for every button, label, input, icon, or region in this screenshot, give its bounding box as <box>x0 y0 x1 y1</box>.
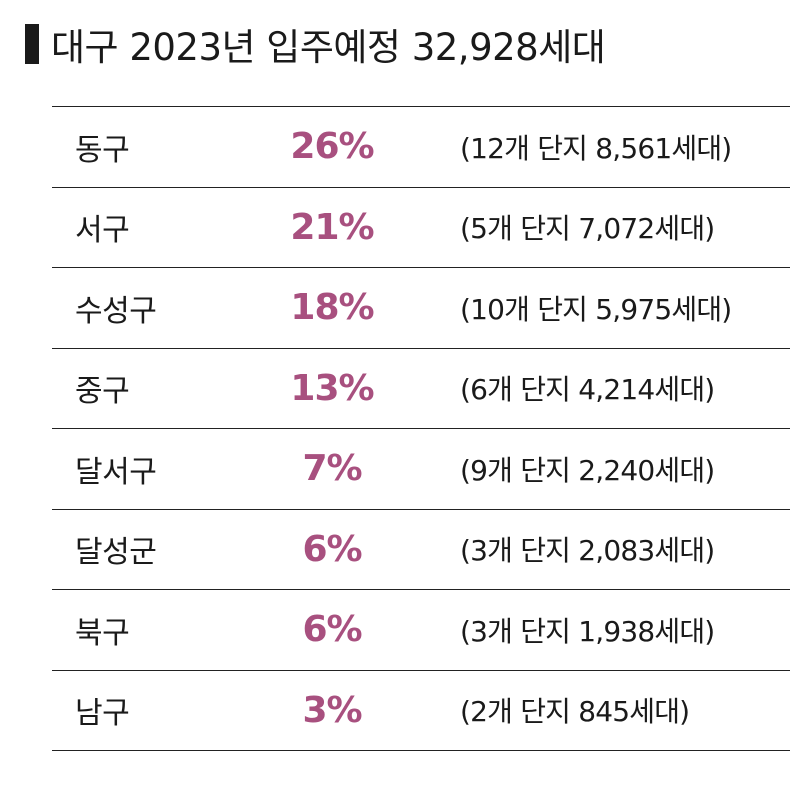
table-row: 북구 6% (3개 단지 1,938세대) <box>52 590 790 671</box>
complex-detail: (2개 단지 845세대) <box>460 695 690 729</box>
chart-title: 대구 2023년 입주예정 32,928세대 <box>51 26 606 69</box>
region-label: 달성군 <box>75 535 157 571</box>
percent-value: 3% <box>302 689 362 731</box>
percent-value: 18% <box>290 287 374 329</box>
complex-detail: (3개 단지 1,938세대) <box>460 614 715 648</box>
complex-detail: (5개 단지 7,072세대) <box>460 212 715 246</box>
percent-value: 7% <box>302 448 362 490</box>
percent-value: 6% <box>302 528 362 570</box>
chart-header: 대구 2023년 입주예정 32,928세대 <box>25 16 606 72</box>
percent-value: 13% <box>290 367 374 409</box>
table-row: 서구 21% (5개 단지 7,072세대) <box>52 188 790 268</box>
table-row: 달성군 6% (3개 단지 2,083세대) <box>52 510 790 590</box>
complex-detail: (3개 단지 2,083세대) <box>460 534 715 568</box>
table-row: 남구 3% (2개 단지 845세대) <box>52 671 790 751</box>
percent-value: 26% <box>290 126 374 168</box>
complex-detail: (10개 단지 5,975세대) <box>460 292 732 326</box>
table-row: 수성구 18% (10개 단지 5,975세대) <box>52 268 790 349</box>
region-label: 중구 <box>75 374 130 410</box>
region-label: 남구 <box>75 696 130 732</box>
title-marker <box>25 24 39 64</box>
region-label: 북구 <box>75 615 130 651</box>
region-label: 수성구 <box>75 293 157 329</box>
complex-detail: (12개 단지 8,561세대) <box>460 131 732 165</box>
region-label: 서구 <box>75 213 130 249</box>
table-row: 달서구 7% (9개 단지 2,240세대) <box>52 429 790 510</box>
complex-detail: (6개 단지 4,214세대) <box>460 373 715 407</box>
percent-value: 6% <box>302 609 362 651</box>
complex-detail: (9개 단지 2,240세대) <box>460 453 715 487</box>
table-row: 동구 26% (12개 단지 8,561세대) <box>52 107 790 188</box>
region-label: 동구 <box>75 132 130 168</box>
table-row: 중구 13% (6개 단지 4,214세대) <box>52 349 790 429</box>
percent-value: 21% <box>290 206 374 248</box>
region-label: 달서구 <box>75 454 157 490</box>
data-table: 동구 26% (12개 단지 8,561세대) 서구 21% (5개 단지 7,072세대… <box>52 106 790 751</box>
